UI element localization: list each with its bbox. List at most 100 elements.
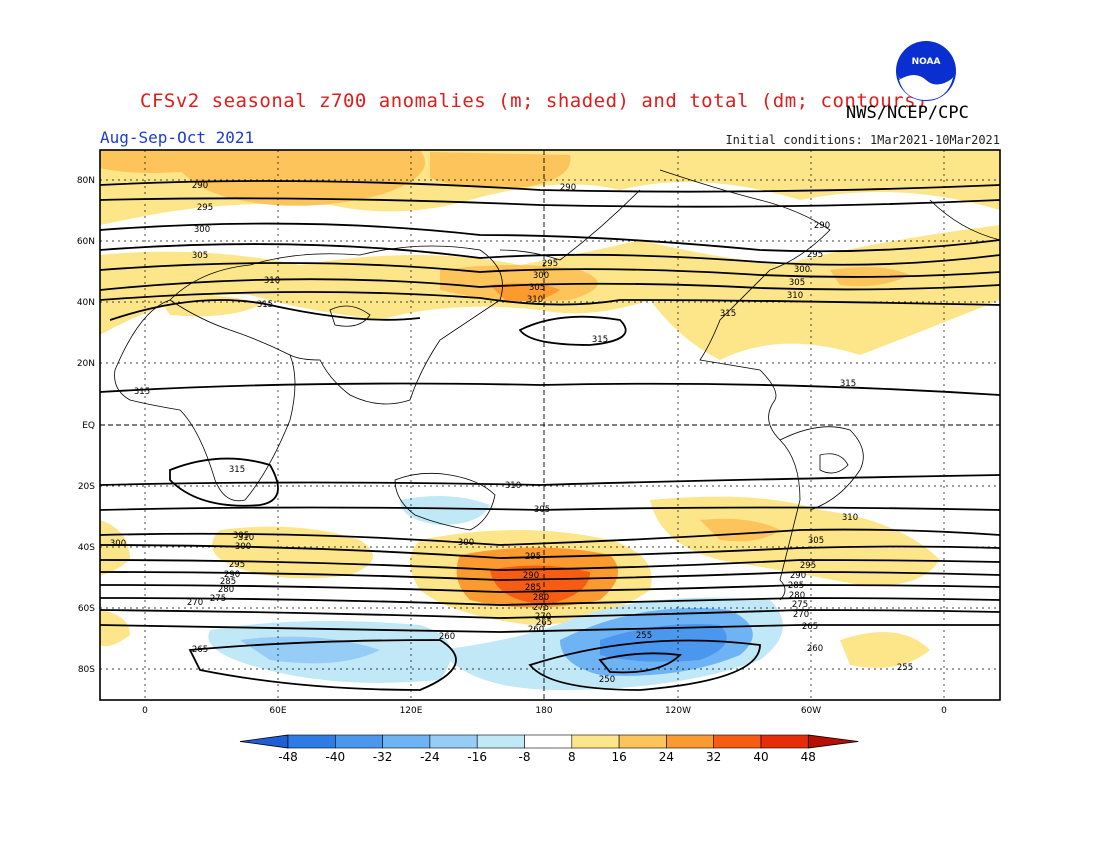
contour-label: 315: [720, 309, 736, 319]
colorbar-segment: [571, 734, 620, 749]
colorbar-tick-label: 48: [801, 750, 816, 764]
colorbar-tick-label: 40: [753, 750, 768, 764]
contour-label: 310: [505, 481, 521, 491]
lat-label: 80S: [78, 665, 95, 675]
contour-label: 295: [197, 203, 213, 213]
contour-label: 250: [599, 675, 615, 685]
colorbar-segment: [334, 734, 383, 749]
colorbar-tick-label: 16: [611, 750, 626, 764]
lon-label: 60W: [801, 706, 821, 716]
contour-label: 290: [790, 571, 806, 581]
lon-label: 120W: [665, 706, 691, 716]
contour-label: 300: [110, 539, 126, 549]
contour-label: 285: [788, 581, 804, 591]
chart-title: CFSv2 seasonal z700 anomalies (m; shaded…: [140, 90, 928, 112]
lat-label: EQ: [82, 421, 95, 431]
contour-label: 315: [257, 300, 273, 310]
colorbar-tick-label: -8: [519, 750, 531, 764]
contour-label: 295: [800, 561, 816, 571]
contour-label: 310: [787, 291, 803, 301]
colorbar-segment: [760, 734, 809, 749]
lon-label: 120E: [400, 706, 423, 716]
contour-label: 305: [192, 251, 208, 261]
contour-label: 280: [533, 593, 549, 603]
contour-label: 315: [592, 335, 608, 345]
contour-label: 255: [897, 663, 913, 673]
contour-label: 285: [220, 577, 236, 587]
contour-label: 300: [794, 265, 810, 275]
lat-label: 60N: [77, 237, 95, 247]
colorbar-segment: [429, 734, 478, 749]
colorbar-tick-label: 32: [706, 750, 721, 764]
contour-label: 260: [439, 632, 455, 642]
colorbar-segment: [287, 734, 336, 749]
contour-label: 305: [233, 531, 249, 541]
contour-label: 315: [134, 387, 150, 397]
contour-label: 265: [536, 618, 552, 628]
colorbar-tick-label: 8: [568, 750, 576, 764]
contour-label: 295: [229, 560, 245, 570]
colorbar-segment: [666, 734, 715, 749]
colorbar-segment: [476, 734, 525, 749]
contour-label: 300: [235, 542, 251, 552]
contour-label: 310: [264, 276, 280, 286]
colorbar: -48 -40 -32 -24 -16 -8 8 16 24 32 40 48: [239, 734, 859, 764]
logo-text: NOAA: [912, 57, 941, 67]
contour-label: 295: [807, 250, 823, 260]
colorbar-tick-label: -16: [467, 750, 487, 764]
lon-label: 0: [941, 706, 947, 716]
colorbar-segment: [618, 734, 667, 749]
lon-label: 60E: [269, 706, 286, 716]
contour-label: 270: [187, 598, 203, 608]
contour-label: 265: [802, 622, 818, 632]
colorbar-tick-label: -24: [420, 750, 440, 764]
contour-label: 290: [523, 571, 539, 581]
contour-label: 310: [238, 533, 254, 543]
equator-dateline: [100, 150, 1000, 700]
height-contours: [100, 180, 1000, 691]
period-label: Aug-Sep-Oct 2021: [100, 128, 255, 147]
contour-label: 270: [535, 612, 551, 622]
contour-label: 315: [229, 465, 245, 475]
contour-labels: 2902953003053103152902953003053103152902…: [110, 181, 913, 685]
contour-label: 270: [793, 610, 809, 620]
contour-label: 305: [529, 283, 545, 293]
contour-label: 310: [527, 295, 543, 305]
contour-label: 305: [789, 278, 805, 288]
contour-label: 265: [192, 645, 208, 655]
colorbar-segment: [382, 734, 431, 749]
longitude-labels: 0 60E 120E 180 120W 60W 0: [142, 706, 947, 716]
contour-label: 255: [636, 631, 652, 641]
colorbar-tick-label: -32: [373, 750, 393, 764]
graticule: [100, 150, 1000, 700]
latitude-labels: 80N 60N 40N 20N EQ 20S 40S 60S 80S: [77, 176, 95, 675]
map-frame: [99, 149, 1001, 701]
colorbar-tick-label: 24: [659, 750, 674, 764]
contour-label: 310: [842, 513, 858, 523]
lat-label: 40N: [77, 298, 95, 308]
contour-label: 295: [525, 552, 541, 562]
colorbar-arrow-high: [807, 734, 859, 749]
contour-label: 260: [528, 625, 544, 635]
contour-label: 275: [792, 600, 808, 610]
contour-label: 260: [807, 644, 823, 654]
colorbar-segment: [713, 734, 762, 749]
contour-label: 300: [458, 538, 474, 548]
contour-label: 290: [224, 570, 240, 580]
colorbar-segment: [524, 734, 573, 749]
contour-label: 300: [533, 271, 549, 281]
lat-label: 60S: [78, 604, 95, 614]
lat-label: 40S: [78, 543, 95, 553]
lat-label: 20N: [77, 359, 95, 369]
contour-label: 315: [840, 379, 856, 389]
colorbar-tick-label: -48: [278, 750, 298, 764]
contour-label: 290: [192, 181, 208, 191]
contour-label: 285: [525, 583, 541, 593]
contour-label: 275: [210, 594, 226, 604]
lat-label: 20S: [78, 482, 95, 492]
contour-label: 295: [542, 259, 558, 269]
contour-label: 280: [789, 591, 805, 601]
contour-label: 275: [533, 603, 549, 613]
contour-label: 280: [218, 585, 234, 595]
